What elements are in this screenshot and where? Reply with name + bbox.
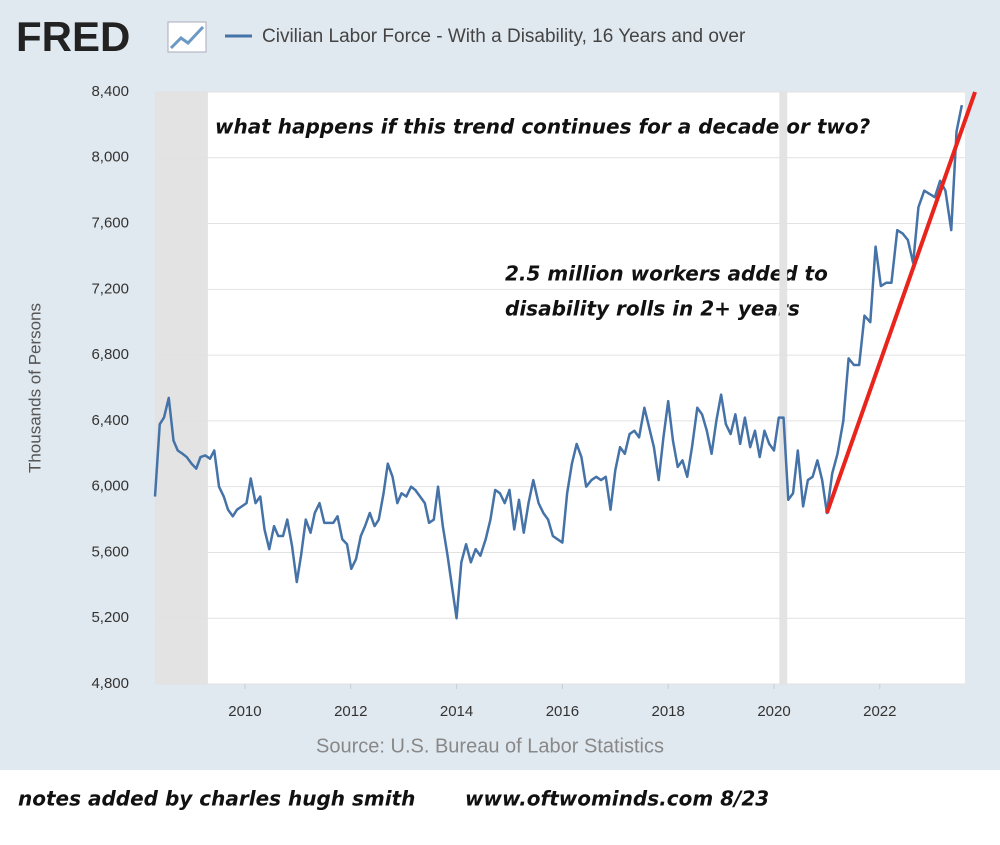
x-tick-label: 2010 bbox=[228, 703, 261, 720]
x-tick-label: 2012 bbox=[334, 703, 367, 720]
y-tick-label: 5,200 bbox=[91, 609, 129, 626]
x-tick-label: 2016 bbox=[546, 703, 579, 720]
plot-area bbox=[155, 92, 965, 684]
y-tick-label: 7,200 bbox=[91, 280, 129, 297]
annotation: what happens if this trend continues for… bbox=[215, 115, 871, 139]
footer-note: notes added by charles hugh smith bbox=[18, 787, 415, 811]
y-tick-label: 8,000 bbox=[91, 149, 129, 166]
logo: FRED bbox=[16, 13, 130, 60]
footer-note: www.oftwominds.com 8/23 bbox=[465, 787, 769, 811]
y-tick-label: 4,800 bbox=[91, 675, 129, 692]
y-axis-label: Thousands of Persons bbox=[25, 303, 44, 473]
footer-background bbox=[0, 770, 1000, 840]
y-tick-label: 6,800 bbox=[91, 346, 129, 363]
recession-band bbox=[155, 92, 208, 684]
plot: 4,800 5,200 5,600 6,000 6,400 6,800 7,200 7,600… bbox=[91, 83, 977, 720]
annotation: disability rolls in 2+ years bbox=[505, 297, 800, 321]
legend-label: Civilian Labor Force - With a Disability… bbox=[262, 26, 746, 47]
logo-icon bbox=[167, 21, 207, 53]
data-line bbox=[153, 104, 964, 620]
source: Source: U.S. Bureau of Labor Statistics bbox=[316, 735, 664, 757]
x-tick-label: 2022 bbox=[863, 703, 896, 720]
y-tick-label: 5,600 bbox=[91, 543, 129, 560]
y-tick-label: 6,400 bbox=[91, 412, 129, 429]
x-tick-label: 2020 bbox=[757, 703, 790, 720]
y-tick-label: 6,000 bbox=[91, 478, 129, 495]
trend-line bbox=[825, 91, 977, 514]
y-tick-label: 7,600 bbox=[91, 215, 129, 232]
y-tick-label: 8,400 bbox=[91, 83, 129, 100]
annotation: 2.5 million workers added to bbox=[505, 262, 828, 286]
x-tick-label: 2018 bbox=[652, 703, 685, 720]
x-tick-label: 2014 bbox=[440, 703, 473, 720]
recession-band bbox=[779, 92, 788, 684]
